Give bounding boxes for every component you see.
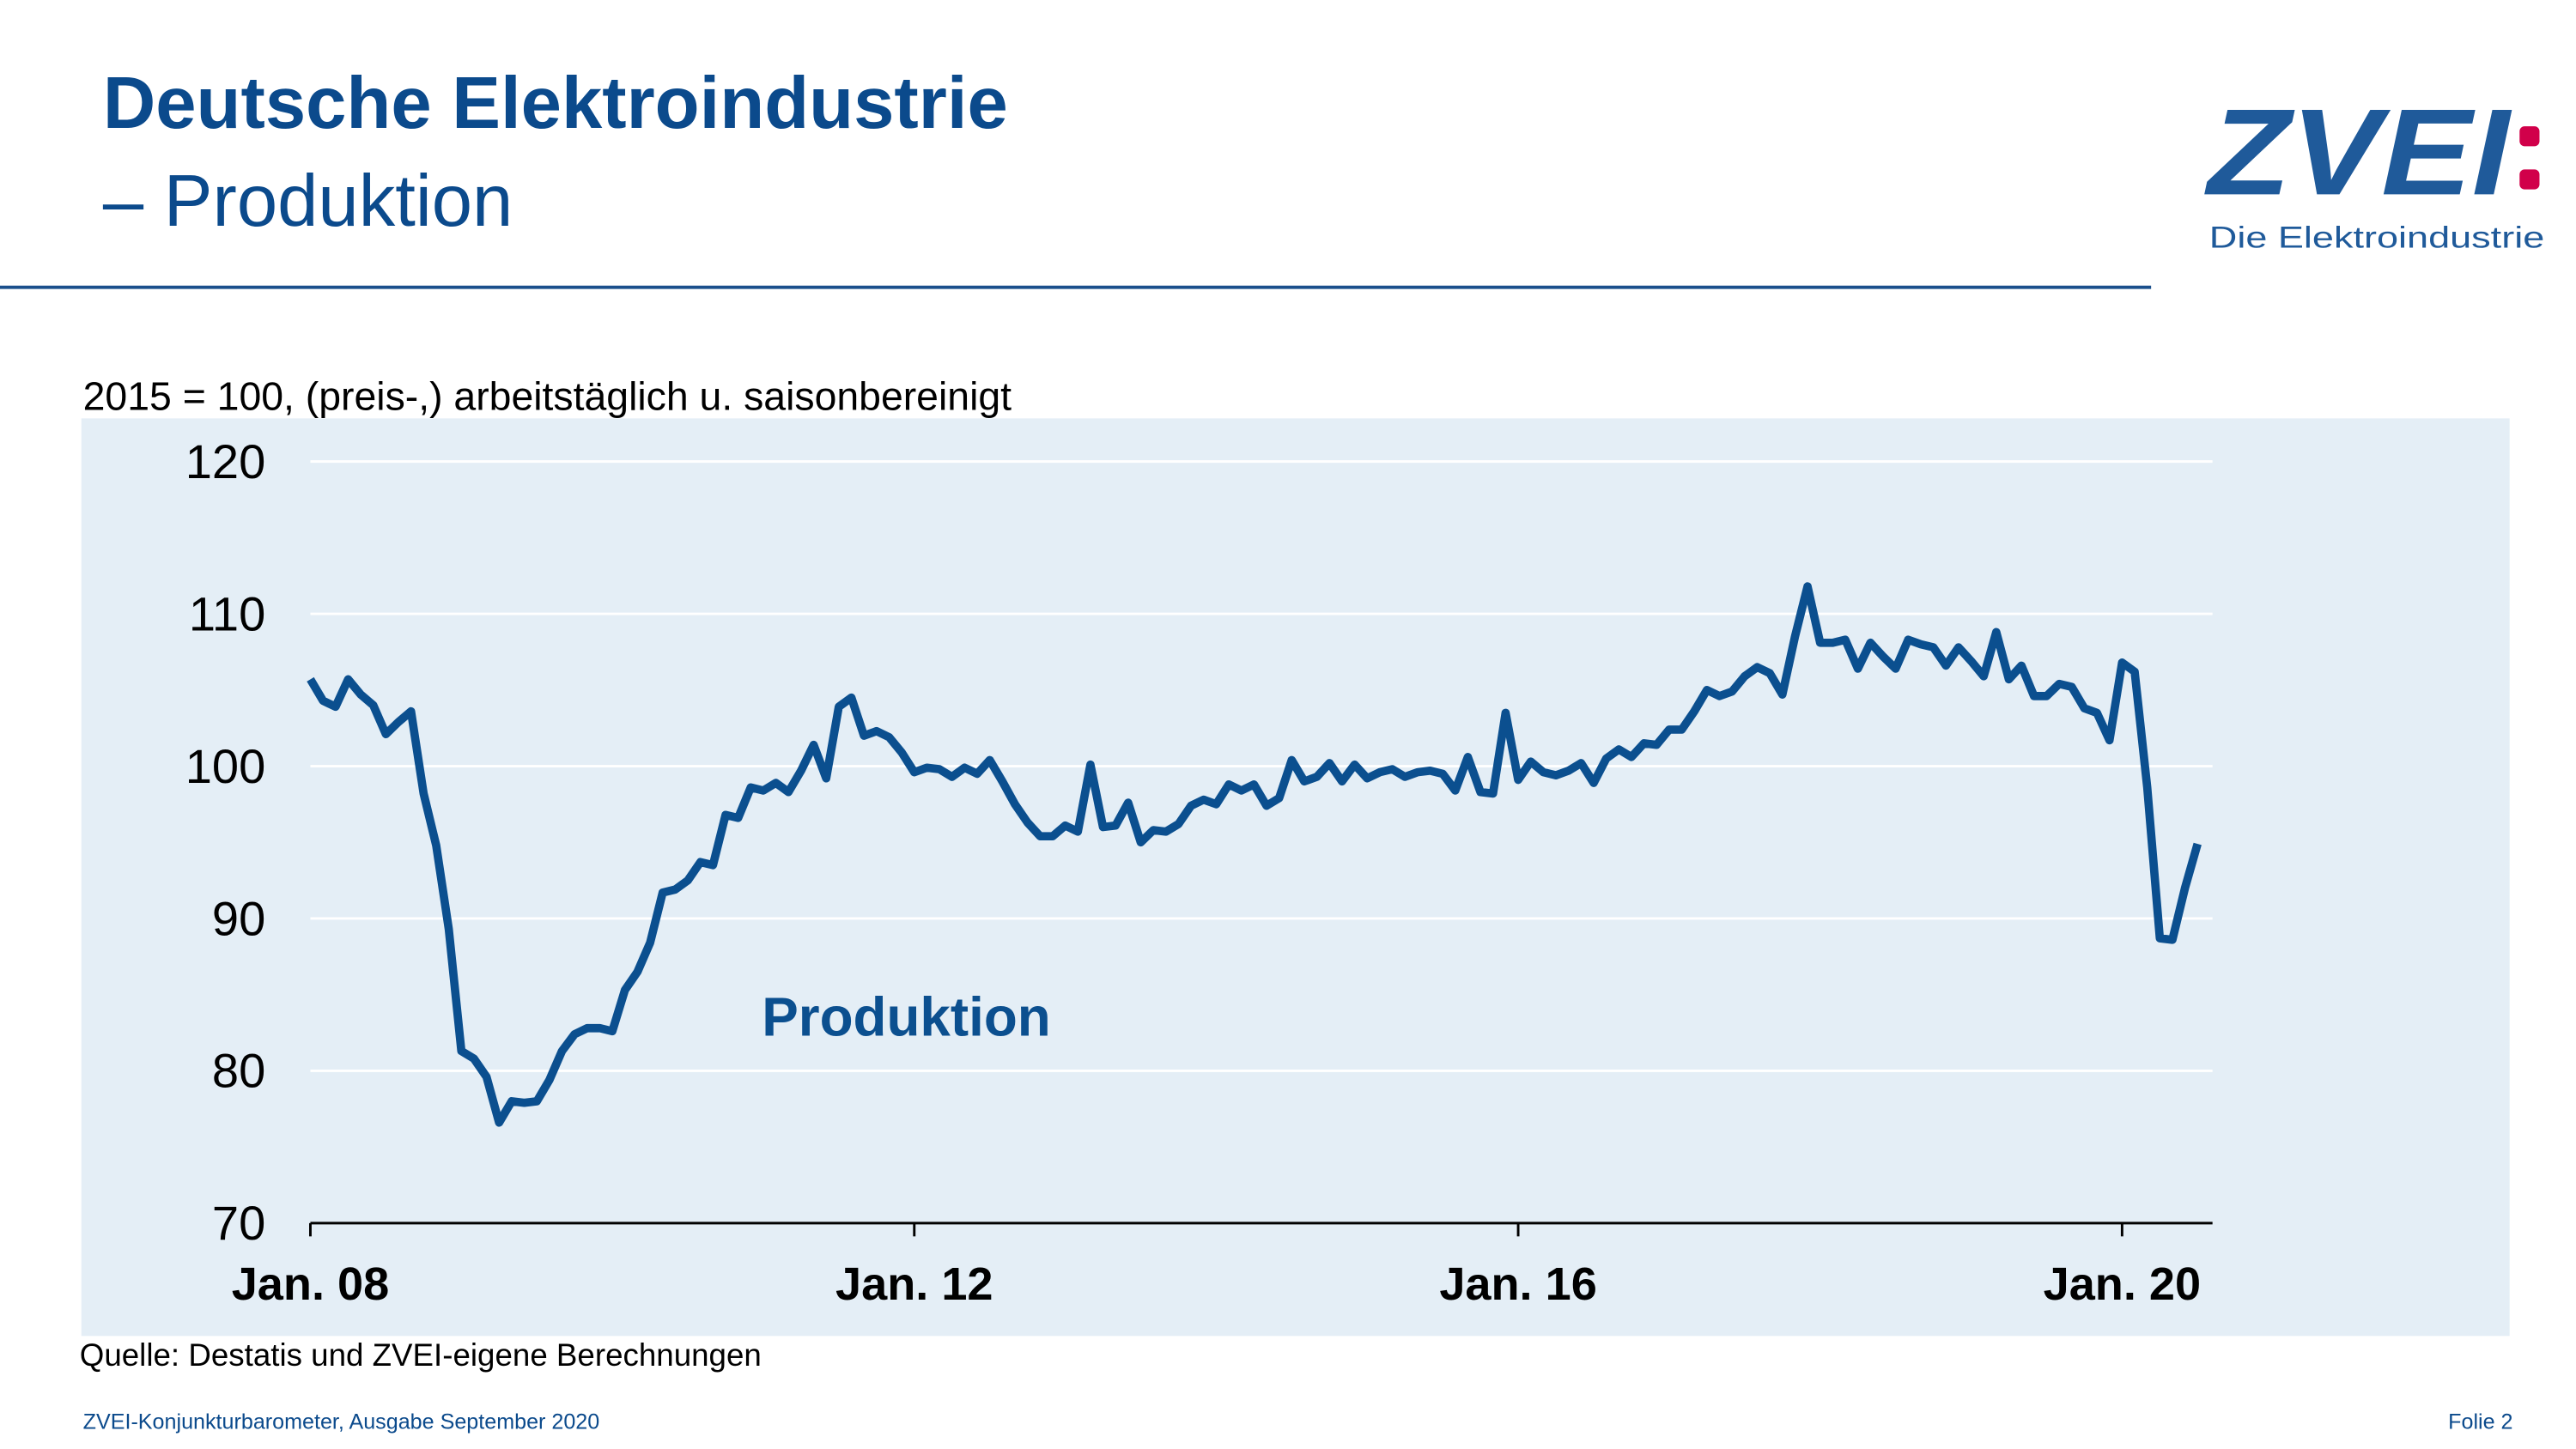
logo-dot [2519, 126, 2540, 147]
source: Quelle: Destatis und ZVEI-eigene Berechn… [80, 1337, 762, 1373]
chart-subtitle: 2015 = 100, (preis-,) arbeitstäglich u. … [83, 374, 1012, 419]
y-tick-label: 90 [212, 891, 265, 945]
x-tick-label: Jan. 16 [1439, 1258, 1597, 1310]
y-tick-label: 100 [185, 739, 266, 793]
logo-tagline: Die Elektroindustrie [2209, 221, 2544, 254]
footer-right: Folie 2 [2448, 1410, 2512, 1434]
plot-background [81, 418, 2510, 1337]
plot: 70 80 90 100 110 120 Jan. 08 Jan. 12 Jan. 16 Jan.… [185, 434, 2213, 1310]
x-tick-label: Jan. 12 [835, 1258, 993, 1310]
logo-name: ZVEI [2203, 84, 2512, 221]
y-tick-label: 70 [212, 1196, 265, 1250]
y-tick-label: 120 [185, 434, 266, 488]
logo-dot [2519, 169, 2540, 190]
series-label: Produktion [762, 985, 1051, 1047]
subtitle: – Produktion [103, 161, 513, 242]
x-tick-label: Jan. 20 [2044, 1258, 2202, 1310]
x-tick-label: Jan. 08 [232, 1258, 390, 1310]
data-line [307, 582, 2202, 1127]
y-tick-label: 80 [212, 1044, 265, 1098]
y-tick-label: 110 [189, 586, 265, 640]
footer-left: ZVEI-Konjunkturbarometer, Ausgabe Septem… [83, 1410, 600, 1434]
title: Deutsche Elektroindustrie [103, 63, 1008, 144]
